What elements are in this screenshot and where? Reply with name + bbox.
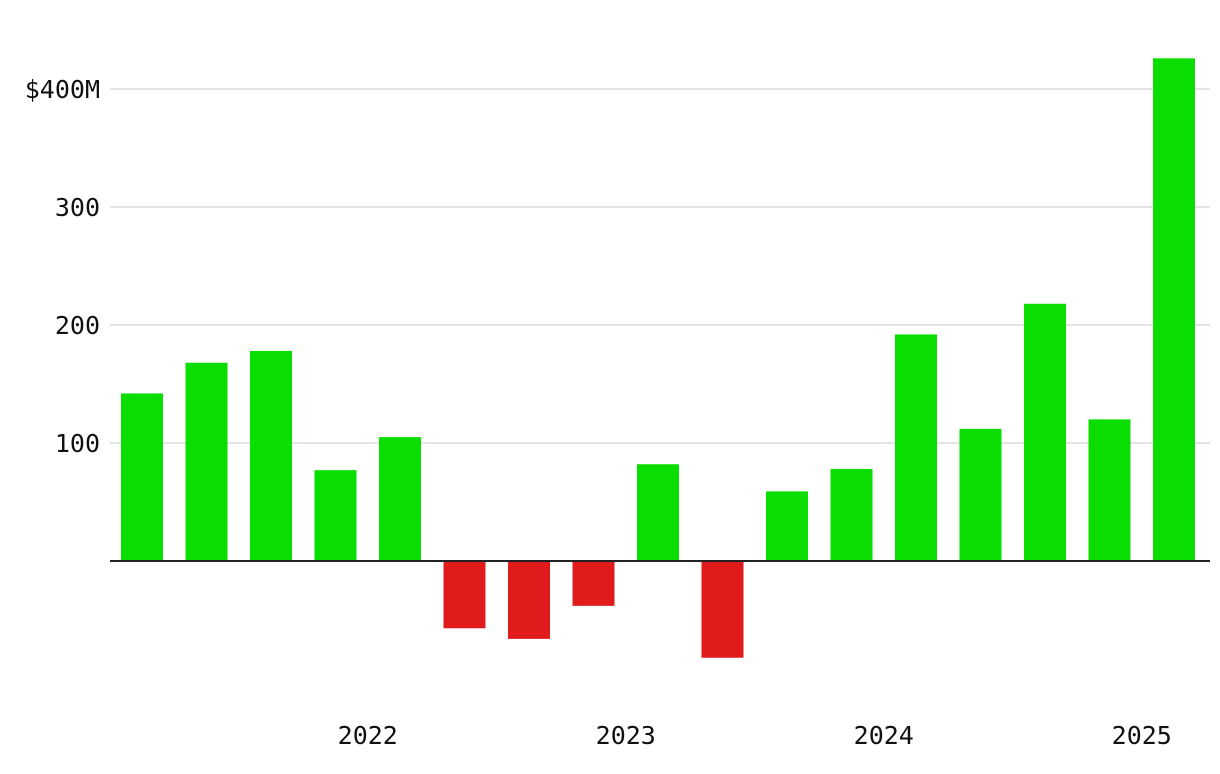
x-tick-label: 2023 xyxy=(596,721,656,750)
y-tick-label: 300 xyxy=(55,193,100,222)
bar-positive xyxy=(314,470,357,561)
bar-positive xyxy=(379,437,421,561)
y-tick-label: 100 xyxy=(55,429,100,458)
bar-positive xyxy=(637,464,679,561)
x-tick-label: 2022 xyxy=(338,721,398,750)
bar-positive xyxy=(121,393,163,561)
y-tick-label: 200 xyxy=(55,311,100,340)
bar-negative xyxy=(701,561,744,658)
bar-negative xyxy=(572,561,615,606)
bar-positive xyxy=(1153,58,1195,561)
bar-positive xyxy=(830,468,873,561)
bar-negative xyxy=(508,561,550,639)
bar-positive xyxy=(1088,419,1131,561)
x-tick-label: 2024 xyxy=(854,721,914,750)
bar-positive xyxy=(959,428,1002,561)
bars xyxy=(121,58,1195,658)
bar-positive xyxy=(250,350,292,561)
bar-positive xyxy=(895,334,937,561)
y-axis-tick-labels: 100 200 300 $400M xyxy=(25,75,100,458)
bar-negative xyxy=(443,561,486,629)
bar-positive xyxy=(1024,303,1066,561)
bar-positive xyxy=(766,491,808,561)
y-tick-label: $400M xyxy=(25,75,100,104)
bar-positive xyxy=(185,362,228,561)
x-tick-label: 2025 xyxy=(1112,721,1172,750)
x-axis-tick-labels: 2022 2023 2024 2025 xyxy=(338,721,1172,750)
